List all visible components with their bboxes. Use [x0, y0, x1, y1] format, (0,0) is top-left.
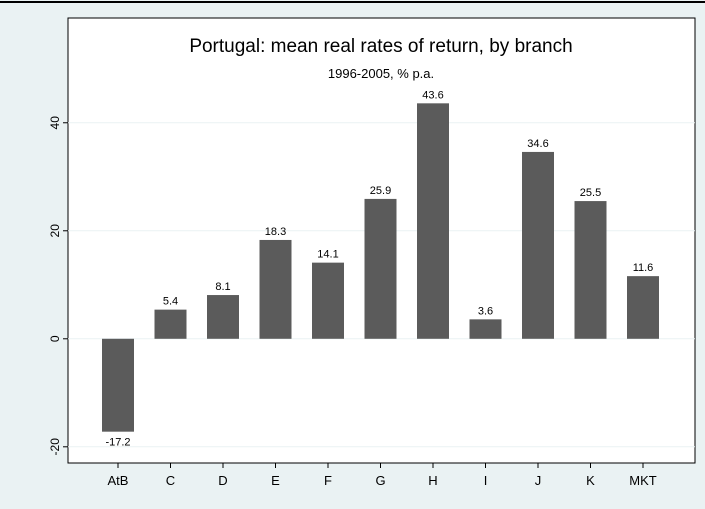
value-label: 3.6: [478, 305, 493, 317]
value-label: 11.6: [633, 262, 654, 274]
chart-subtitle: 1996-2005, % p.a.: [328, 66, 434, 81]
value-label: 25.9: [370, 185, 391, 197]
bar: [627, 276, 659, 339]
x-tick-label: D: [218, 473, 227, 488]
x-tick-label: MKT: [629, 473, 657, 488]
bar: [312, 262, 344, 339]
bar: [417, 103, 449, 339]
bar: [364, 198, 397, 339]
value-label: 25.5: [580, 187, 601, 199]
x-tick-label: K: [586, 473, 595, 488]
bar: [574, 201, 607, 339]
value-label: 43.6: [422, 89, 443, 101]
x-tick-label: G: [375, 473, 385, 488]
x-tick-label: F: [324, 473, 332, 488]
value-label: 5.4: [163, 296, 178, 308]
x-tick-label: H: [428, 473, 437, 488]
value-label: 8.1: [215, 281, 230, 293]
x-tick-label: J: [535, 473, 542, 488]
x-tick-label: I: [484, 473, 488, 488]
bar: [522, 151, 554, 339]
value-label: 14.1: [317, 249, 338, 261]
x-tick-label: E: [271, 473, 280, 488]
y-tick-label: 20: [48, 224, 62, 238]
value-label: -17.2: [105, 437, 130, 449]
bar: [469, 319, 502, 339]
y-tick-label: 40: [48, 116, 62, 130]
y-tick-label: 0: [48, 335, 62, 342]
x-tick-label: AtB: [108, 473, 129, 488]
bar: [154, 309, 187, 339]
bar: [259, 239, 292, 339]
bar: [102, 338, 134, 432]
bar: [207, 295, 239, 339]
value-label: 18.3: [265, 226, 286, 238]
chart-title: Portugal: mean real rates of return, by …: [189, 36, 572, 57]
x-tick-label: C: [166, 473, 175, 488]
value-label: 34.6: [527, 138, 548, 150]
y-tick-label: -20: [48, 438, 62, 456]
